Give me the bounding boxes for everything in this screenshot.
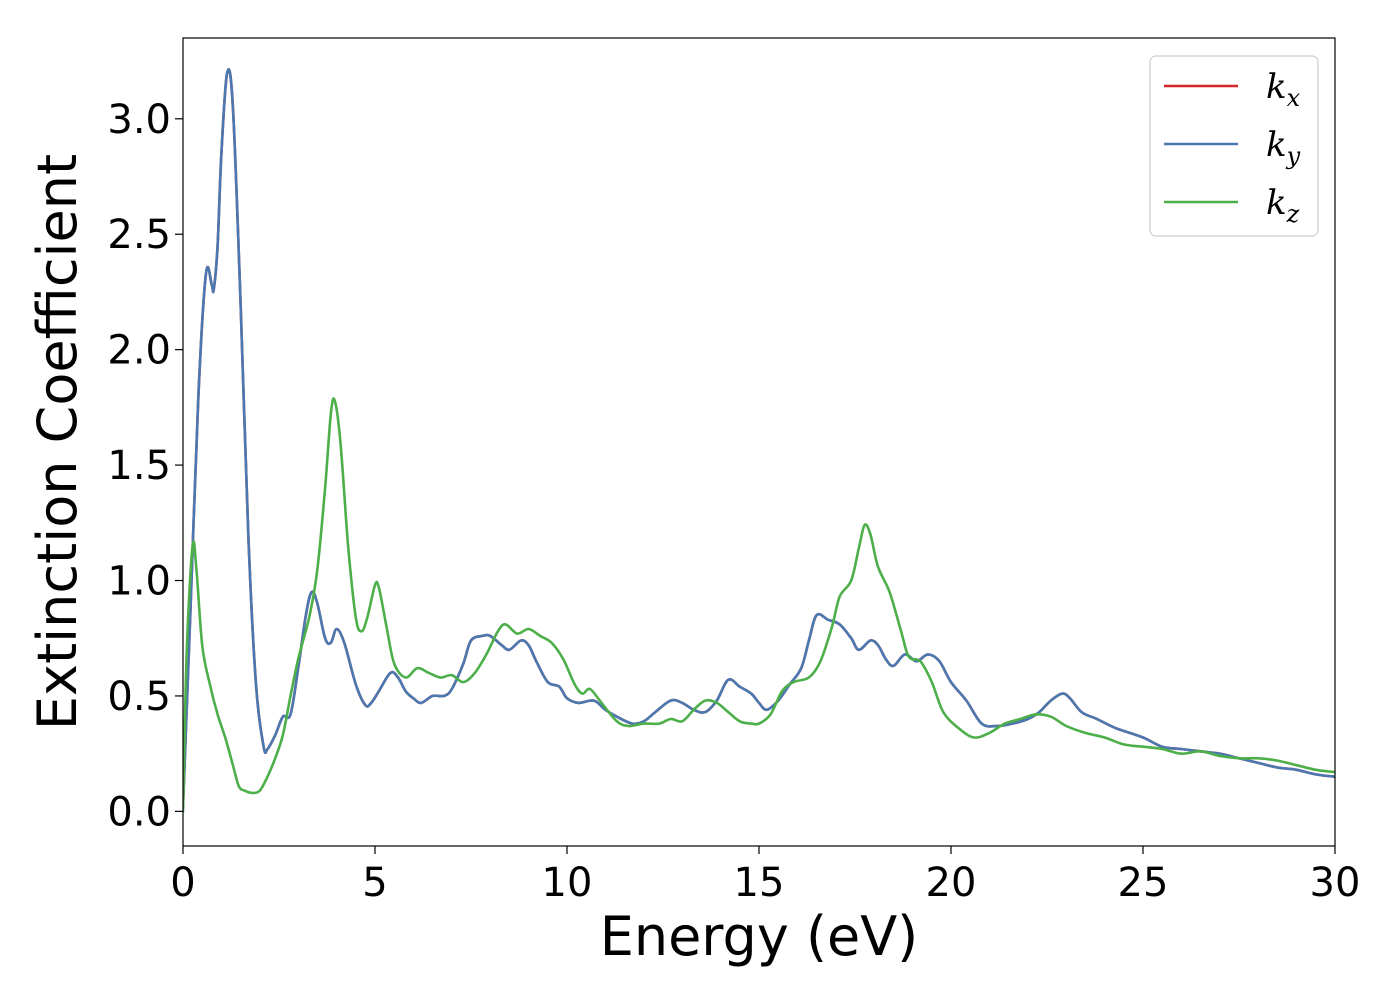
y-tick-label: 0.0	[107, 789, 171, 835]
y-axis: 0.0 0.5 1.0 1.5 2.0 2.5 3.0	[107, 97, 183, 835]
x-axis-label: Energy (eV)	[600, 905, 919, 968]
legend-label-kx: kx	[1266, 67, 1301, 112]
y-tick-label: 2.0	[107, 328, 171, 374]
x-tick-label: 15	[734, 860, 785, 906]
y-tick-label: 0.5	[107, 674, 171, 720]
y-axis-label: Extinction Coefficient	[26, 154, 89, 730]
legend-label-kz: kz	[1266, 183, 1300, 228]
x-tick-label: 30	[1310, 860, 1361, 906]
series-line-ky	[183, 68, 1335, 809]
legend: kx ky kz	[1149, 55, 1319, 237]
x-axis: 0 5 10 15 20 25 30	[170, 846, 1360, 906]
series-layer	[183, 68, 1335, 813]
y-tick-label: 2.5	[107, 212, 171, 258]
series-line-kz	[183, 397, 1335, 813]
y-tick-label: 1.0	[107, 559, 171, 605]
x-tick-label: 20	[926, 860, 977, 906]
x-tick-label: 10	[542, 860, 593, 906]
legend-label-ky: ky	[1266, 125, 1301, 170]
x-tick-label: 25	[1118, 860, 1169, 906]
y-tick-label: 3.0	[107, 97, 171, 143]
x-tick-label: 5	[362, 860, 387, 906]
y-tick-label: 1.5	[107, 443, 171, 489]
legend-box	[1149, 55, 1319, 237]
x-tick-label: 0	[170, 860, 195, 906]
